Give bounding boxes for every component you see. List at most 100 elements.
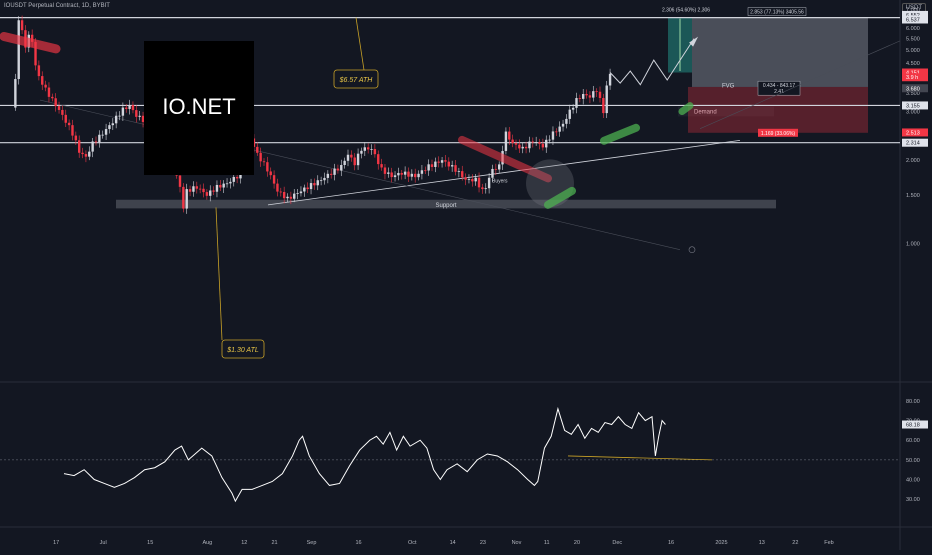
price-tick-label: 1.500 — [906, 193, 920, 199]
level-badge-bg — [902, 101, 928, 110]
candle-body — [262, 161, 266, 163]
io-net-logo-box — [144, 41, 254, 175]
candle-body — [548, 139, 551, 141]
time-tick-label: 16 — [668, 540, 674, 546]
candle-body — [353, 157, 356, 166]
price-badge-label: 3.680 — [906, 86, 920, 92]
candle-body — [440, 160, 444, 163]
candle-body — [454, 165, 457, 172]
ath-callout-box — [333, 69, 379, 89]
candle-body — [212, 190, 215, 192]
price-tick-label: 5.500 — [906, 37, 920, 43]
candle-body — [34, 41, 37, 66]
price-badge-bg — [902, 128, 928, 137]
candle-body — [286, 196, 289, 199]
candle-body — [235, 176, 239, 179]
candle-body — [414, 173, 417, 178]
candle-body — [504, 131, 508, 151]
candle-body — [125, 107, 128, 109]
rsi-value-label: 68.18 — [906, 423, 920, 429]
candle-body — [397, 172, 400, 176]
time-tick-label: 22 — [792, 540, 798, 546]
candle-body — [356, 153, 360, 166]
candle-body — [37, 65, 41, 77]
candle-body — [209, 190, 212, 196]
candle-body — [467, 179, 471, 180]
candle-body — [108, 125, 111, 130]
candle-body — [477, 177, 481, 188]
time-tick-label: Sep — [307, 540, 317, 546]
candle-body — [289, 196, 293, 199]
candle-body — [64, 114, 67, 123]
candle-body — [67, 122, 71, 126]
price-tick-label: 6.000 — [906, 26, 920, 32]
candle-body — [296, 193, 299, 194]
candle-body — [377, 154, 380, 165]
candle-body — [128, 105, 131, 109]
demand-label: Demand — [694, 110, 717, 116]
price-tick-label: 3.500 — [906, 91, 920, 97]
candle-body — [380, 164, 383, 168]
rsi-value-badge — [902, 420, 928, 429]
measure-red-label: 1.169 (33.06%) — [761, 131, 796, 137]
candle-body — [222, 183, 225, 188]
candle-body — [464, 177, 467, 180]
candle-body — [524, 146, 528, 149]
atl-leader — [215, 207, 223, 341]
candle-body — [424, 170, 427, 172]
rsi-tick-label: 40.00 — [906, 478, 920, 484]
candle-body — [508, 131, 511, 140]
candle-body — [575, 98, 578, 108]
candle-body — [534, 142, 538, 143]
price-badge-label: 6.537 — [906, 17, 920, 23]
candle-body — [192, 186, 195, 192]
candle-body — [430, 164, 434, 167]
downtrend-highlight — [458, 135, 552, 183]
candle-body — [272, 175, 276, 184]
measure-mid2-label: 2.41 — [774, 89, 784, 95]
candle-body — [474, 177, 477, 182]
candle-body — [78, 140, 81, 153]
projection-target-zone — [692, 17, 868, 87]
candle-body — [434, 161, 437, 167]
candle-body — [494, 168, 498, 170]
candle-body — [410, 173, 414, 177]
candle-body — [225, 183, 229, 185]
candle-body — [393, 175, 397, 178]
ath-label: $6.57 ATH — [339, 77, 374, 84]
candle-body — [450, 165, 454, 167]
ath-leader — [355, 17, 365, 71]
candle-body — [340, 165, 343, 171]
candle-body — [514, 143, 518, 145]
candle-body — [14, 79, 17, 108]
candle-body — [259, 152, 262, 162]
candle-body — [20, 20, 24, 31]
candle-body — [407, 171, 410, 177]
candle-body — [91, 141, 94, 152]
candle-body — [400, 172, 403, 175]
candle-body — [333, 168, 336, 175]
rsi-tick-label: 50.00 — [906, 458, 920, 464]
candle-body — [330, 173, 333, 175]
candle-body — [205, 192, 209, 196]
candle-body — [571, 107, 575, 110]
price-tick-label: 4.500 — [906, 61, 920, 67]
candle-body — [457, 171, 461, 172]
candle-body — [605, 85, 608, 114]
candle-body — [437, 161, 440, 163]
candle-body — [343, 160, 346, 166]
candle-body — [313, 183, 316, 186]
buyers-label: Buyers — [492, 179, 508, 185]
candle-body — [178, 175, 182, 187]
candle-body — [118, 115, 121, 117]
time-tick-label: Nov — [512, 540, 522, 546]
support-trendline — [267, 139, 741, 206]
candle-body — [276, 183, 279, 192]
price-tick-label: 7.000 — [906, 8, 920, 14]
candle-body — [303, 187, 306, 192]
candle-body — [521, 146, 524, 149]
candle-body — [88, 151, 91, 157]
rsi-tick-label: 30.00 — [906, 497, 920, 503]
time-tick-label: 12 — [241, 540, 247, 546]
